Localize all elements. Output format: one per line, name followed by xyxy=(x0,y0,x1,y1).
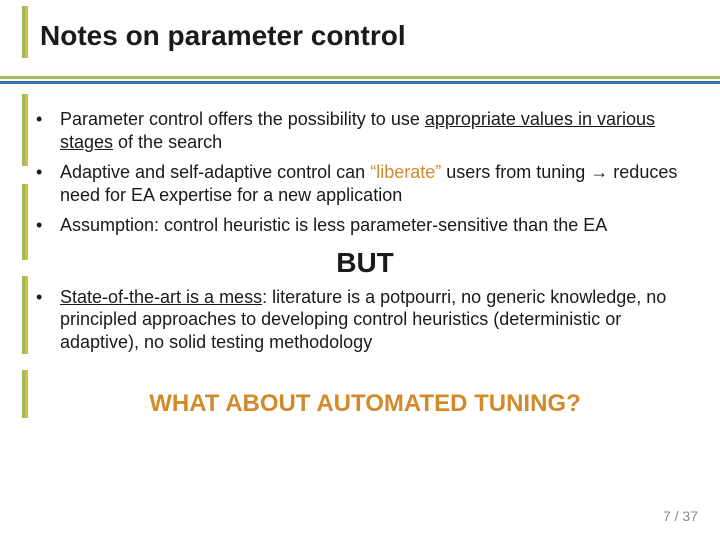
bullet-item: State-of-the-art is a mess: literature i… xyxy=(30,286,700,354)
rail-yellow-seg xyxy=(25,94,28,166)
bullet-text: of the search xyxy=(113,132,222,152)
slide-body: Parameter control offers the possibility… xyxy=(30,108,700,419)
rail-yellow-seg xyxy=(25,370,28,418)
page-number: 7 / 37 xyxy=(663,508,698,524)
but-heading: BUT xyxy=(30,245,700,280)
rail-yellow-seg xyxy=(25,184,28,260)
underlined-text: State-of-the-art is a mess xyxy=(60,287,262,307)
callout-heading: WHAT ABOUT AUTOMATED TUNING? xyxy=(30,389,700,419)
bullet-list-bottom: State-of-the-art is a mess: literature i… xyxy=(30,286,700,354)
bullet-text: Adaptive and self-adaptive control can xyxy=(60,162,370,182)
bullet-text: Parameter control offers the possibility… xyxy=(60,109,425,129)
left-rail-decoration xyxy=(22,6,28,418)
bullet-item: Parameter control offers the possibility… xyxy=(30,108,700,153)
bullet-item: Adaptive and self-adaptive control can “… xyxy=(30,161,700,206)
rail-yellow-seg xyxy=(25,276,28,354)
bullet-text: Assumption: control heuristic is less pa… xyxy=(60,215,607,235)
rule-blue xyxy=(0,81,720,84)
bullet-text: users from tuning xyxy=(441,162,590,182)
bullet-list-top: Parameter control offers the possibility… xyxy=(30,108,700,237)
title-underline xyxy=(0,76,720,88)
arrow-glyph: → xyxy=(590,162,608,182)
slide-title: Notes on parameter control xyxy=(40,20,406,52)
rule-green xyxy=(0,76,720,79)
rail-yellow-seg xyxy=(25,6,28,58)
slide: Notes on parameter control Parameter con… xyxy=(0,0,720,540)
accent-text: “liberate” xyxy=(370,162,441,182)
bullet-item: Assumption: control heuristic is less pa… xyxy=(30,214,700,237)
